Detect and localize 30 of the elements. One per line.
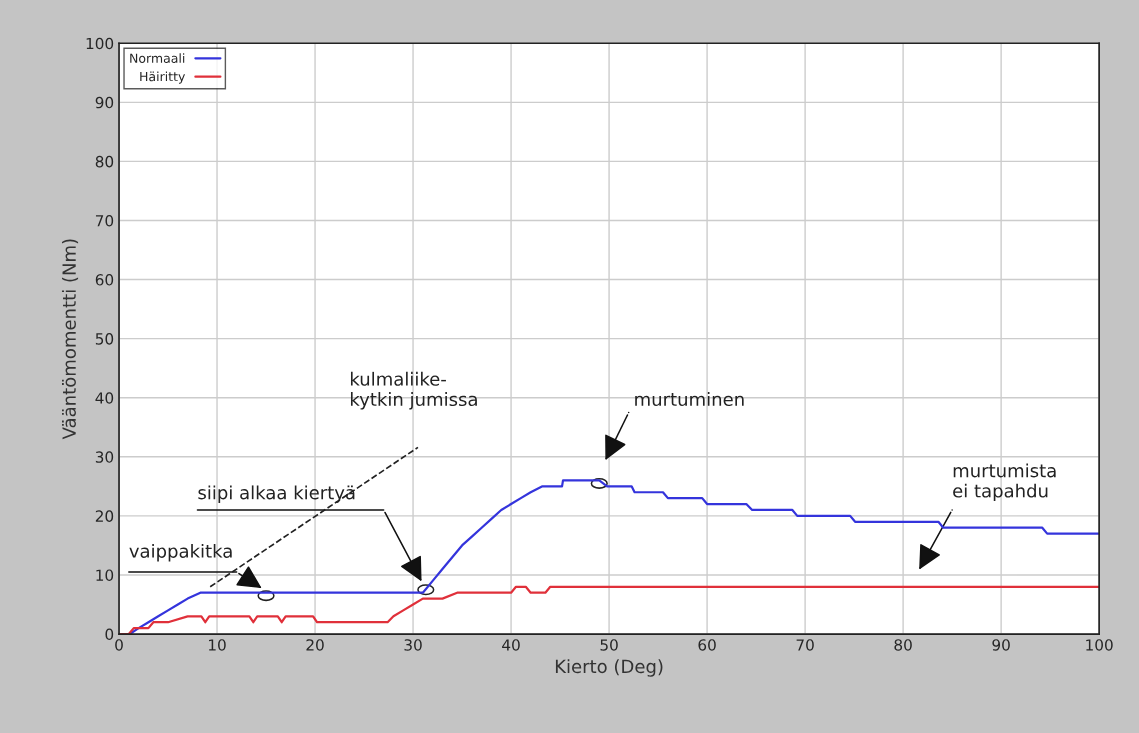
annotation: murtuminen [635,392,744,407]
x-tick-label: 50 [600,639,618,651]
y-tick-label: 0 [105,628,114,641]
legend-label: Normaali [130,53,185,63]
x-tick-label: 10 [208,639,226,651]
x-tick-label: 100 [1086,639,1113,651]
y-tick-label: 90 [95,96,114,109]
annotation: vaippakitka [129,543,232,562]
x-tick-label: 60 [698,639,716,651]
x-tick-label: 80 [894,639,912,651]
legend-label: Häiritty [140,71,186,84]
x-tick-label: 0 [115,639,123,651]
x-tick-label: 30 [404,639,422,651]
x-tick-label: 40 [502,639,520,651]
y-tick-label: 40 [95,392,114,404]
annotation: murtumista ei tapahdu [953,463,1056,502]
y-tick-label: 80 [95,155,114,168]
x-tick-label: 20 [306,639,324,651]
y-tick-label: 10 [96,569,114,581]
y-tick-label: 60 [95,274,114,286]
y-tick-label: 100 [86,37,114,50]
x-axis-title: Kierto (Deg) [555,659,663,677]
y-axis-title: Vääntömomentti (Nm) [61,239,79,440]
y-tick-label: 50 [95,333,114,345]
x-tick-label: 70 [796,639,814,651]
y-tick-label: 20 [95,510,114,522]
x-tick-label: 90 [992,639,1010,651]
y-tick-label: 70 [95,214,114,227]
annotation: kulmaliike- kytkin jumissa [350,371,477,410]
y-tick-label: 30 [95,451,114,463]
